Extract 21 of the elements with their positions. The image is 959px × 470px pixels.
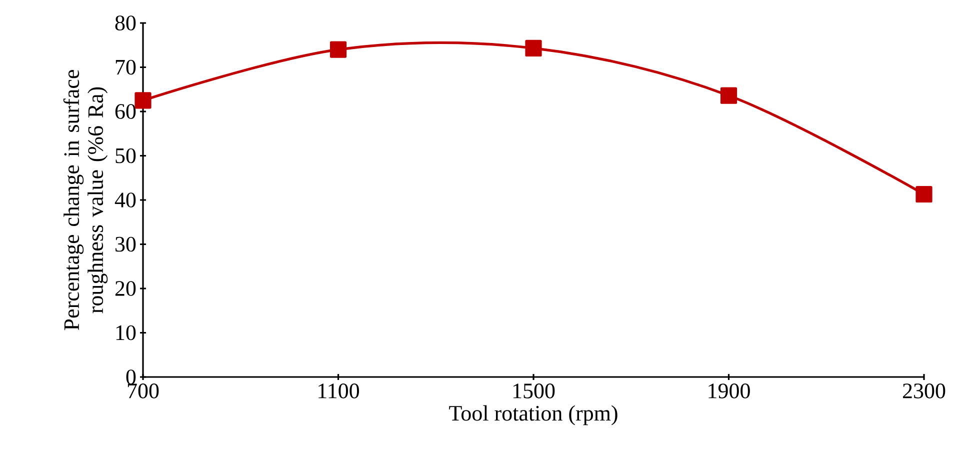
y-axis-title: Percentage change in surface roughness value (%6 Ra) — [63, 70, 108, 330]
x-axis-title: Tool rotation (rpm) — [449, 405, 618, 426]
x-tick-label: 700 — [128, 384, 159, 398]
y-tick-label: 70 — [116, 60, 136, 75]
y-tick-label: 40 — [114, 192, 136, 208]
y-tick-label: 30 — [116, 236, 136, 252]
x-tick-label: 2300 — [902, 384, 946, 398]
y-tick-label: 0 — [126, 370, 136, 384]
x-tick-label: 1900 — [708, 384, 750, 398]
y-tick-label: 20 — [115, 281, 136, 296]
y-tick-label: 50 — [116, 148, 136, 164]
point — [720, 87, 738, 104]
point — [134, 92, 152, 109]
point — [916, 186, 932, 203]
y-tick-label: 10 — [116, 325, 136, 340]
x-tick-label: 1500 — [513, 384, 555, 398]
point — [525, 40, 542, 57]
y-tick-label: 60 — [115, 104, 136, 119]
point — [330, 41, 347, 58]
y-tick-label: 80 — [115, 16, 136, 30]
x-tick-label: 1100 — [318, 384, 360, 398]
